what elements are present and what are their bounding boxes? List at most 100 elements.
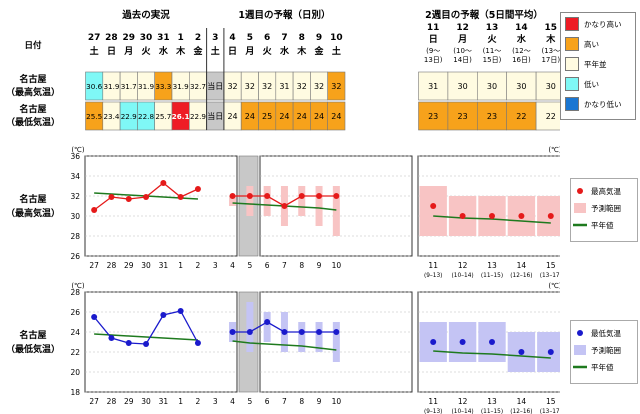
week2-day: 14 [515, 23, 528, 33]
week2-dow: 水 [517, 33, 527, 45]
y-tick-left: 34 [70, 172, 80, 181]
week2-range-2: 16日) [512, 56, 531, 64]
x-tick: 4 [230, 397, 235, 406]
color-legend: かなり高い 高い 平年並 低い かなり低い [560, 12, 636, 120]
x-tick: 31 [159, 261, 169, 270]
x-tick: 8 [299, 397, 304, 406]
table-cell-value: 24 [227, 112, 237, 121]
table-cell-value: 25.7 [155, 112, 171, 121]
week2-point [547, 349, 554, 355]
x-tick-week2-range: (10–14) [452, 409, 474, 414]
date-day: 4 [229, 33, 235, 43]
x-tick-week2-range: (11–15) [481, 409, 503, 414]
table-cell-value: 22.9 [190, 112, 206, 121]
x-tick-week2-range: (9–13) [424, 409, 443, 414]
normal-line-week2 [433, 350, 551, 359]
x-tick-week2: 13 [487, 397, 497, 406]
week2-range-1: (9～ [426, 47, 440, 55]
date-day: 3 [212, 33, 218, 43]
max-legend-svg: 最高気温 予測範囲 平年値 [573, 186, 621, 230]
date-day: 6 [264, 33, 270, 43]
forecast-range-bar [263, 186, 271, 216]
week2-range-1: (12～ [512, 47, 531, 55]
week2-point [518, 213, 525, 219]
min-row-label: 名古屋 [19, 103, 46, 115]
date-day: 31 [157, 33, 170, 43]
y-tick-left: 26 [70, 308, 80, 317]
legend-label: かなり低い [584, 99, 622, 109]
max-row-label: 名古屋 [19, 73, 46, 85]
forecast-range-bar [229, 196, 237, 206]
date-dow: 月 [244, 46, 254, 57]
x-tick: 2 [196, 397, 201, 406]
week2-cell [476, 71, 507, 101]
date-dow: 木 [296, 45, 307, 57]
legend-item-low: 低い [565, 77, 599, 91]
legend-swatch [565, 97, 579, 111]
forecast-point [281, 203, 288, 209]
week2-cell [447, 101, 478, 131]
date-label: 日付 [24, 40, 42, 51]
y-unit-right: (℃) [548, 146, 560, 154]
table-cell-value: 32 [314, 82, 324, 91]
max-chart-legend: 最高気温 予測範囲 平年値 [570, 178, 638, 242]
legend-min-range [574, 345, 586, 355]
table-cell-value: 24 [297, 112, 307, 121]
forecast-point [281, 329, 288, 335]
x-tick-week2: 11 [428, 397, 438, 406]
week2-point [489, 339, 495, 345]
x-tick: 29 [124, 261, 134, 270]
chart-row-label: 名古屋 [19, 193, 46, 205]
observed-point [143, 341, 150, 347]
week2-section-title: 2週目の予報（5日間平均） [425, 9, 543, 21]
table-cell-value: 31 [279, 82, 289, 91]
table-cell-value: 32 [297, 82, 307, 91]
forecast-range-bar [298, 322, 306, 352]
x-tick: 28 [107, 397, 117, 406]
y-tick-left: 22 [70, 348, 80, 357]
y-tick-left: 32 [70, 192, 80, 201]
observed-point [91, 207, 98, 213]
legend-min-normal-label: 平年値 [591, 362, 614, 372]
week2-point [430, 339, 437, 345]
x-tick: 5 [247, 397, 252, 406]
forecast-point [333, 329, 340, 335]
forecast-range-bar [315, 186, 323, 226]
forecast-range-bar [246, 186, 254, 216]
date-dow: 日 [228, 46, 237, 57]
x-tick: 29 [124, 397, 134, 406]
date-day: 29 [122, 33, 135, 43]
legend-min-range-label: 予測範囲 [591, 345, 621, 355]
table-cell-value: 当日 [207, 81, 223, 91]
legend-max-range [574, 203, 586, 213]
y-tick-left: 28 [70, 232, 80, 241]
y-tick-left: 28 [70, 288, 80, 297]
date-dow: 金 [192, 45, 203, 57]
table-cell-value: 31.9 [173, 82, 189, 91]
max-row-sublabel: （最高気温） [6, 86, 60, 98]
chart-row-sublabel: （最低気温） [6, 343, 60, 355]
x-tick-week2-range: (10–14) [452, 273, 474, 279]
week2-range-2: 14日) [453, 56, 472, 64]
x-tick: 1 [178, 397, 183, 406]
date-dow: 木 [175, 45, 186, 57]
week2-range-box [419, 186, 447, 236]
week2-point [459, 339, 466, 345]
forecast-range-bar [298, 186, 306, 216]
legend-label: かなり高い [584, 19, 622, 29]
y-tick-left: 20 [70, 368, 80, 377]
x-tick-week2: 12 [458, 397, 468, 406]
observed-point [91, 314, 98, 320]
table-cell-value: 22.9 [121, 112, 137, 121]
forecast-point [246, 193, 253, 199]
forecast-point [229, 193, 236, 199]
x-tick: 10 [332, 397, 342, 406]
min-chart-legend: 最低気温 予測範囲 平年値 [570, 320, 638, 384]
forecast-range-bar [263, 312, 271, 342]
week2-dow: 日 [429, 34, 438, 45]
legend-label: 低い [584, 79, 599, 89]
x-tick-week2: 14 [517, 261, 527, 270]
x-tick-week2-range: (9–13) [424, 273, 443, 279]
forecast-point [246, 329, 253, 335]
x-tick: 27 [89, 261, 99, 270]
